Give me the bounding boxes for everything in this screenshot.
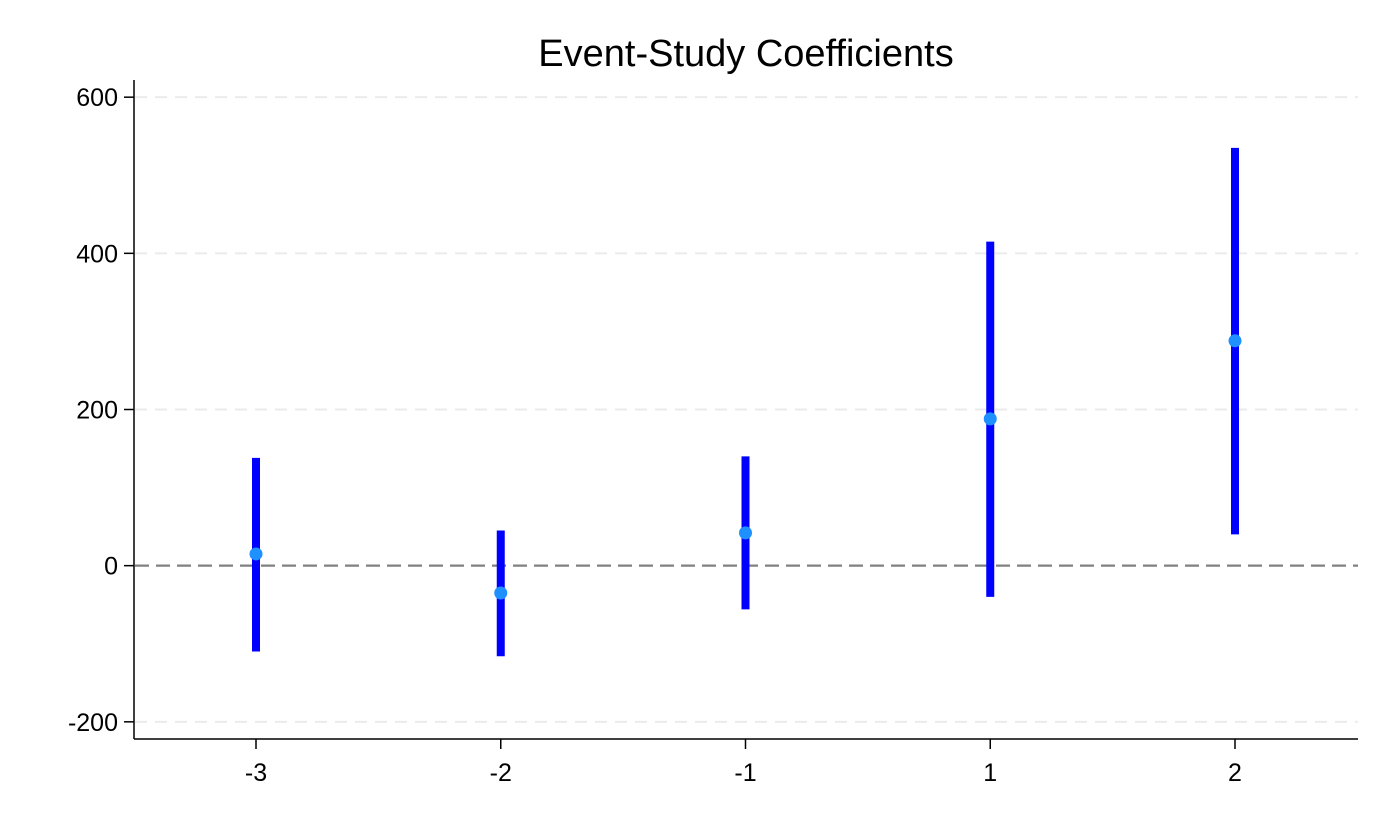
y-tick-label: 0 <box>104 553 118 581</box>
point-estimates <box>249 334 1242 600</box>
y-tick-label: 400 <box>76 240 118 268</box>
axes <box>124 80 1358 749</box>
confidence-intervals <box>252 147 1239 657</box>
chart-title: Event-Study Coefficients <box>538 33 953 75</box>
point-estimate <box>739 526 752 540</box>
y-tick-label: 200 <box>76 397 118 425</box>
y-tick-label: 600 <box>76 84 118 112</box>
point-estimate <box>983 412 997 426</box>
y-tick-label: -200 <box>68 709 118 737</box>
x-tick-label: 1 <box>983 759 997 787</box>
point-estimate <box>1228 334 1242 348</box>
tick-labels: -200 0 200 400 600 -3 -2 -1 1 2 <box>68 84 1242 787</box>
point-estimate <box>494 586 508 600</box>
grid-lines <box>135 96 1358 723</box>
x-tick-label: -1 <box>734 759 756 787</box>
x-tick-label: -3 <box>245 759 267 787</box>
point-estimate <box>249 547 263 561</box>
x-tick-label: 2 <box>1228 759 1242 787</box>
x-tick-label: -2 <box>490 759 512 787</box>
